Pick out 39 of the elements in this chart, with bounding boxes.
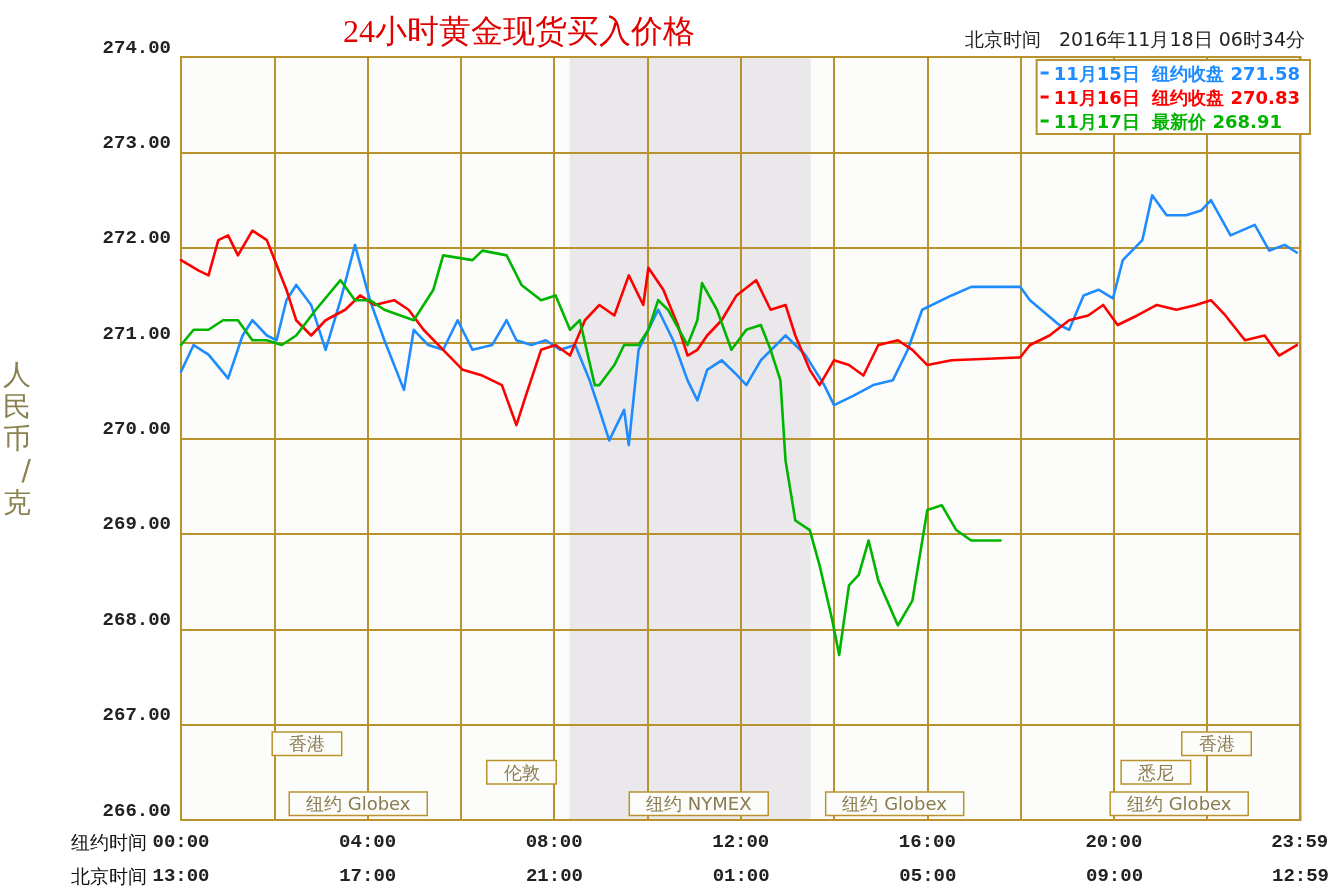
annotation: 悉尼 xyxy=(1136,761,1174,783)
legend-label: 11月17日 最新价 268.91 xyxy=(1053,110,1282,132)
annotation: 香港 xyxy=(288,733,325,755)
annotation: 纽约 Globex xyxy=(305,793,411,815)
legend-label: 11月16日 纽约收盘 270.83 xyxy=(1053,86,1300,108)
x2-tick-label: 09:00 xyxy=(1086,864,1144,887)
y-tick-label: 266.00 xyxy=(102,799,171,822)
x-tick-label: 04:00 xyxy=(339,830,397,853)
x2-tick-label: 05:00 xyxy=(899,864,957,887)
x-tick-label: 23:59 xyxy=(1271,830,1329,853)
x2-tick-label: 13:00 xyxy=(152,864,210,887)
y-tick-label: 269.00 xyxy=(102,513,171,536)
y-tick-label: 271.00 xyxy=(102,322,171,345)
x-tick-label: 16:00 xyxy=(898,830,956,853)
y-tick-label: 272.00 xyxy=(102,227,171,250)
x2-tick-label: 17:00 xyxy=(339,864,397,887)
annotation: 香港 xyxy=(1198,733,1235,755)
y-tick-label: 267.00 xyxy=(102,704,171,727)
x2-tick-label: 12:59 xyxy=(1271,864,1329,887)
annotation: 纽约 NYMEX xyxy=(646,793,752,815)
x-tick-label: 12:00 xyxy=(712,830,770,853)
annotation: 纽约 Globex xyxy=(842,793,948,815)
y-tick-label: 270.00 xyxy=(102,418,171,440)
annotation: 纽约 Globex xyxy=(1126,793,1232,815)
x2-axis-title: 北京时间 xyxy=(70,864,147,887)
y-tick-label: 273.00 xyxy=(102,131,171,154)
legend-label: 11月15日 纽约收盘 271.58 xyxy=(1053,62,1300,84)
chart-subtitle: 北京时间 2016年11月18日 06时34分 xyxy=(964,27,1305,50)
y-tick-label: 274.00 xyxy=(102,36,171,59)
x2-tick-label: 21:00 xyxy=(525,864,583,887)
x-tick-label: 20:00 xyxy=(1085,830,1143,853)
y-tick-label: 268.00 xyxy=(102,608,171,631)
x-tick-label: 08:00 xyxy=(525,830,583,853)
x2-tick-label: 01:00 xyxy=(712,864,770,887)
y-axis-title: 人民币/克 xyxy=(3,358,32,519)
chart-title: 24小时黄金现货买入价格 xyxy=(343,13,695,49)
x-axis-title: 纽约时间 xyxy=(70,830,147,853)
annotation: 伦敦 xyxy=(503,761,540,783)
x-tick-label: 00:00 xyxy=(152,830,210,853)
